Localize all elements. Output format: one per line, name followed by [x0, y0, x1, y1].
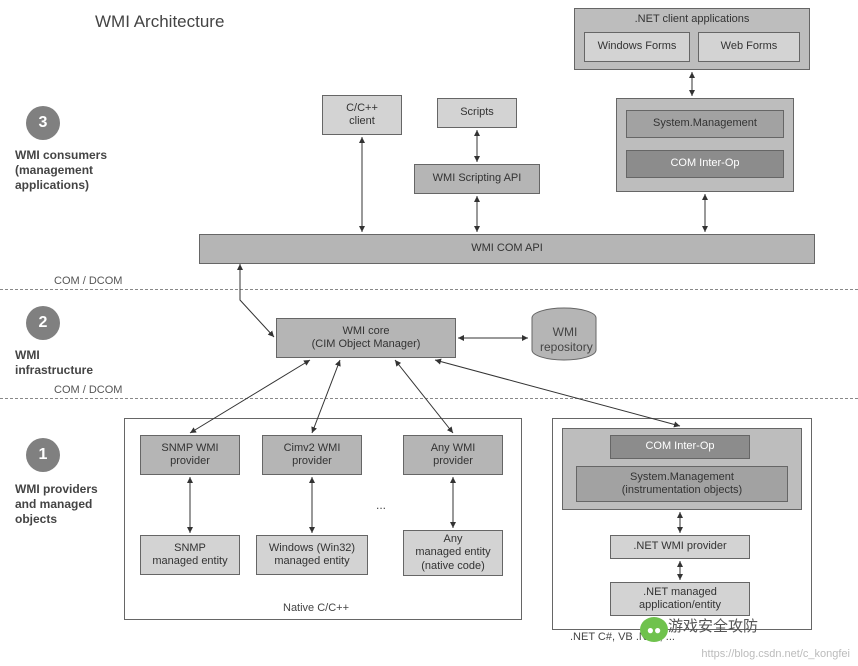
net-entity-box: .NET managed application/entity — [610, 582, 750, 616]
chat-bubble-icon: ●● — [640, 617, 668, 642]
divider-bottom — [0, 398, 858, 399]
snmp-entity-box: SNMP managed entity — [140, 535, 240, 575]
com-label-1: COM / DCOM — [54, 275, 122, 287]
ccpp-client-box: C/C++ client — [322, 95, 402, 135]
snmp-provider-box: SNMP WMI provider — [140, 435, 240, 475]
any-entity-box: Any managed entity (native code) — [403, 530, 503, 576]
band-1-badge: 1 — [26, 438, 60, 472]
wmi-repo-label: WMI repository — [540, 325, 590, 355]
win32-entity-box: Windows (Win32) managed entity — [256, 535, 368, 575]
diagram-title: WMI Architecture — [95, 12, 224, 32]
divider-top — [0, 289, 858, 290]
sysmgmt2-box: System.Management (instrumentation objec… — [576, 466, 788, 502]
web-forms-box: Web Forms — [698, 32, 800, 62]
net-wmi-provider-box: .NET WMI provider — [610, 535, 750, 559]
watermark-cn: 游戏安全攻防 — [668, 615, 758, 636]
wmi-scripting-api-box: WMI Scripting API — [414, 164, 540, 194]
wmi-com-api-box: WMI COM API — [199, 234, 815, 264]
system-management-box: System.Management — [626, 110, 784, 138]
com-label-2: COM / DCOM — [54, 384, 122, 396]
windows-forms-box: Windows Forms — [584, 32, 690, 62]
com-interop-box: COM Inter-Op — [626, 150, 784, 178]
wmi-core-box: WMI core (CIM Object Manager) — [276, 318, 456, 358]
band-1-label: WMI providers and managed objects — [15, 482, 110, 527]
net-client-apps-title: .NET client applications — [635, 13, 750, 26]
band-2-badge: 2 — [26, 306, 60, 340]
band-2-label: WMI infrastructure — [15, 348, 110, 378]
cimv2-provider-box: Cimv2 WMI provider — [262, 435, 362, 475]
native-panel-label: Native C/C++ — [283, 602, 349, 614]
watermark-url: https://blog.csdn.net/c_kongfei — [701, 648, 850, 660]
band-3-label: WMI consumers (management applications) — [15, 148, 110, 193]
dots-label: ... — [376, 498, 386, 513]
scripts-box: Scripts — [437, 98, 517, 128]
com-interop2-box: COM Inter-Op — [610, 435, 750, 459]
any-provider-box: Any WMI provider — [403, 435, 503, 475]
band-3-badge: 3 — [26, 106, 60, 140]
